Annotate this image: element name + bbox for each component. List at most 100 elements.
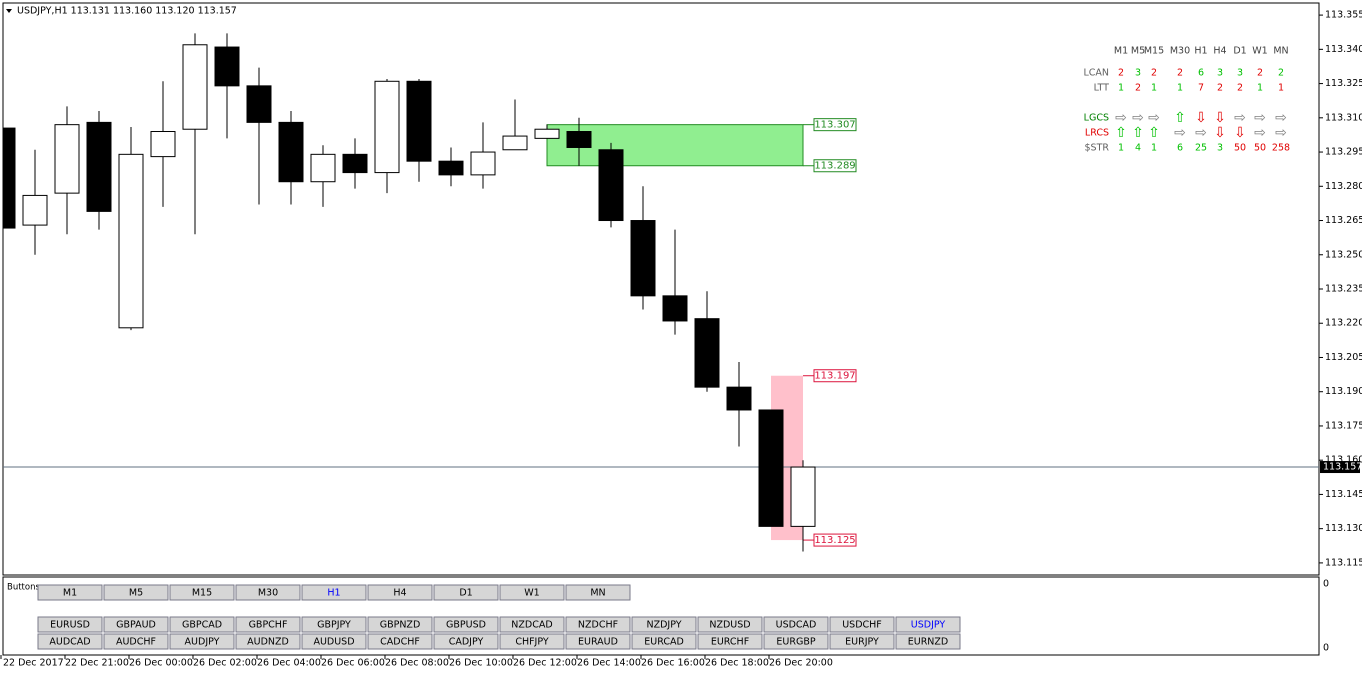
button[interactable]: GBPNZD	[367, 616, 433, 633]
button-face[interactable]	[103, 616, 169, 633]
button-label[interactable]: GBPCHF	[249, 620, 288, 631]
button-face[interactable]	[631, 616, 697, 633]
button-face[interactable]	[433, 616, 499, 633]
button[interactable]: AUDCAD	[37, 633, 103, 650]
button[interactable]: CADJPY	[433, 633, 499, 650]
button-label[interactable]: EURJPY	[845, 637, 879, 648]
button[interactable]: USDCHF	[829, 616, 895, 633]
button-label[interactable]: H4	[393, 588, 406, 599]
button-label[interactable]: USDCAD	[776, 620, 817, 631]
button-face[interactable]	[499, 616, 565, 633]
button-face[interactable]	[565, 616, 631, 633]
button-face[interactable]	[169, 616, 235, 633]
button[interactable]: GBPCHF	[235, 616, 301, 633]
button-face[interactable]	[169, 633, 235, 650]
button-face[interactable]	[499, 584, 565, 601]
button[interactable]: EURUSD	[37, 616, 103, 633]
button[interactable]: H4	[367, 584, 433, 601]
button[interactable]: NZDCHF	[565, 616, 631, 633]
button-label[interactable]: CADJPY	[449, 637, 484, 648]
button-face[interactable]	[37, 633, 103, 650]
button[interactable]: MN	[565, 584, 631, 601]
button-label[interactable]: EURNZD	[908, 637, 949, 648]
button-label[interactable]: USDCHF	[842, 620, 882, 631]
button-label[interactable]: NZDCHF	[578, 620, 618, 631]
button-label[interactable]: EURGBP	[776, 637, 815, 648]
button-face[interactable]	[631, 633, 697, 650]
menu-arrow[interactable]	[6, 9, 12, 13]
button-label[interactable]: M1	[63, 588, 77, 599]
button[interactable]: CADCHF	[367, 633, 433, 650]
button-face[interactable]	[301, 616, 367, 633]
button-face[interactable]	[37, 616, 103, 633]
button[interactable]: GBPCAD	[169, 616, 235, 633]
button[interactable]: EURCHF	[697, 633, 763, 650]
button-face[interactable]	[829, 633, 895, 650]
button-face[interactable]	[301, 584, 367, 601]
button[interactable]: AUDUSD	[301, 633, 367, 650]
button-face[interactable]	[763, 633, 829, 650]
button-face[interactable]	[235, 633, 301, 650]
button-face[interactable]	[697, 616, 763, 633]
button-label[interactable]: NZDUSD	[709, 620, 750, 631]
button-label[interactable]: AUDNZD	[247, 637, 289, 648]
button-label[interactable]: GBPNZD	[380, 620, 421, 631]
button[interactable]: M1	[37, 584, 103, 601]
button-face[interactable]	[235, 616, 301, 633]
button-face[interactable]	[895, 616, 961, 633]
button-label[interactable]: H1	[327, 588, 340, 599]
button-face[interactable]	[565, 584, 631, 601]
button-label[interactable]: EURUSD	[50, 620, 90, 631]
button-label[interactable]: CADCHF	[380, 637, 420, 648]
button-label[interactable]: GBPJPY	[317, 620, 351, 631]
button-face[interactable]	[37, 584, 103, 601]
button[interactable]: H1	[301, 584, 367, 601]
button-face[interactable]	[697, 633, 763, 650]
button[interactable]: GBPUSD	[433, 616, 499, 633]
button[interactable]: NZDJPY	[631, 616, 697, 633]
button-face[interactable]	[235, 584, 301, 601]
button-face[interactable]	[367, 633, 433, 650]
button-label[interactable]: NZDJPY	[646, 620, 681, 631]
button[interactable]: M30	[235, 584, 301, 601]
button[interactable]: GBPAUD	[103, 616, 169, 633]
button-label[interactable]: EURAUD	[578, 637, 618, 648]
button-face[interactable]	[433, 633, 499, 650]
button[interactable]: EURJPY	[829, 633, 895, 650]
button-face[interactable]	[763, 616, 829, 633]
button-label[interactable]: M30	[258, 588, 278, 599]
button-label[interactable]: AUDCHF	[116, 637, 156, 648]
button-label[interactable]: CHFJPY	[515, 637, 549, 648]
button-label[interactable]: GBPAUD	[116, 620, 156, 631]
button[interactable]: GBPJPY	[301, 616, 367, 633]
button-face[interactable]	[433, 584, 499, 601]
button-label[interactable]: GBPUSD	[446, 620, 486, 631]
button-label[interactable]: D1	[459, 588, 472, 599]
button-label[interactable]: M5	[129, 588, 143, 599]
button[interactable]: M15	[169, 584, 235, 601]
button[interactable]: AUDNZD	[235, 633, 301, 650]
button-label[interactable]: AUDUSD	[313, 637, 354, 648]
button-face[interactable]	[367, 584, 433, 601]
button-face[interactable]	[103, 633, 169, 650]
button[interactable]: CHFJPY	[499, 633, 565, 650]
button[interactable]: D1	[433, 584, 499, 601]
button[interactable]: EURAUD	[565, 633, 631, 650]
button-face[interactable]	[367, 616, 433, 633]
button[interactable]: USDCAD	[763, 616, 829, 633]
button-label[interactable]: EURCHF	[711, 637, 749, 648]
button-label[interactable]: GBPCAD	[182, 620, 222, 631]
button[interactable]: EURGBP	[763, 633, 829, 650]
button-label[interactable]: EURCAD	[644, 637, 684, 648]
button-face[interactable]	[565, 633, 631, 650]
button[interactable]: AUDCHF	[103, 633, 169, 650]
button[interactable]: NZDCAD	[499, 616, 565, 633]
button-label[interactable]: USDJPY	[911, 620, 946, 631]
button-face[interactable]	[895, 633, 961, 650]
button-label[interactable]: AUDJPY	[185, 637, 220, 648]
button[interactable]: M5	[103, 584, 169, 601]
button[interactable]: USDJPY	[895, 616, 961, 633]
button[interactable]: EURCAD	[631, 633, 697, 650]
button-label[interactable]: NZDCAD	[511, 620, 552, 631]
button[interactable]: EURNZD	[895, 633, 961, 650]
